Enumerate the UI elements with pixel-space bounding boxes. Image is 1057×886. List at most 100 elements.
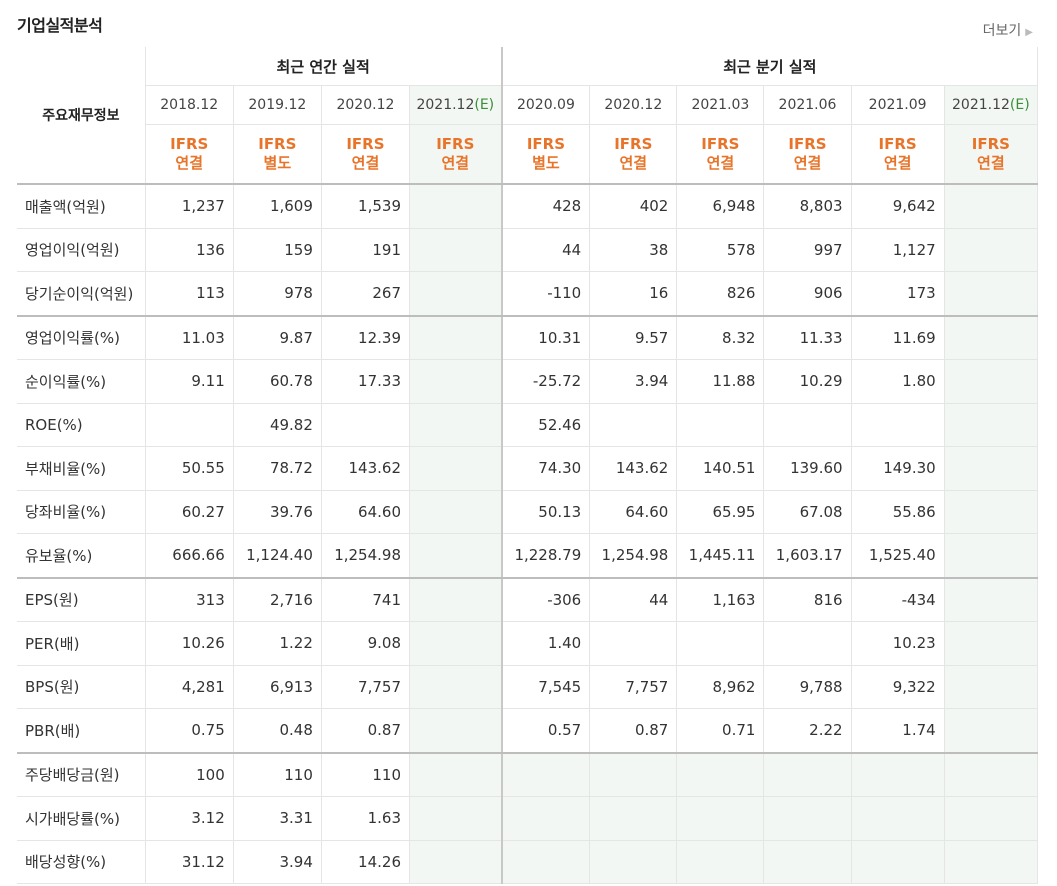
- annual-value-cell: 11.03: [145, 315, 234, 360]
- ifrs-standard: IFRS: [258, 135, 297, 153]
- annual-value-cell: 49.82: [233, 403, 322, 447]
- quarter-value-cell: 44: [589, 577, 678, 622]
- annual-value-cell: [409, 840, 503, 884]
- quarter-value-cell: [944, 577, 1039, 622]
- more-link[interactable]: 더보기 ▶: [983, 20, 1033, 40]
- annual-value-cell: 978: [233, 271, 322, 317]
- ifrs-scope: 별도: [263, 154, 292, 172]
- quarter-date-header: 2021.12(E): [944, 85, 1039, 125]
- quarter-value-cell: 0.71: [676, 708, 765, 754]
- quarter-value-cell: 52.46: [500, 403, 591, 447]
- annual-value-cell: 741: [321, 577, 411, 622]
- table-row: 배당성향(%) 31.12 3.94 14.26: [17, 840, 1039, 884]
- quarter-value-cell: [676, 840, 765, 884]
- quarter-value-cell: 1.40: [500, 621, 591, 666]
- ifrs-scope: 별도: [532, 154, 560, 172]
- quarter-value-cell: [944, 490, 1039, 534]
- annual-value-cell: 143.62: [321, 446, 411, 491]
- ifrs-standard: IFRS: [788, 135, 827, 153]
- annual-value-cell: 0.87: [321, 708, 411, 754]
- annual-value-cell: 191: [321, 228, 411, 272]
- row-label: EPS(원): [17, 577, 146, 622]
- date-label: 2020.12: [604, 97, 663, 113]
- annual-value-cell: 3.94: [233, 840, 322, 884]
- quarter-value-cell: [944, 228, 1039, 272]
- quarter-value-cell: [500, 752, 591, 797]
- date-label: 2020.12: [336, 97, 395, 113]
- quarter-value-cell: [944, 359, 1039, 404]
- section-title: 기업실적분석: [17, 16, 103, 35]
- annual-value-cell: [409, 577, 503, 622]
- quarter-value-cell: -25.72: [500, 359, 591, 404]
- table-row: ROE(%) 49.82 52.46: [17, 403, 1039, 447]
- annual-value-cell: 1,254.98: [321, 533, 411, 579]
- annual-value-cell: 78.72: [233, 446, 322, 491]
- quarter-value-cell: 149.30: [851, 446, 945, 491]
- quarter-value-cell: 140.51: [676, 446, 765, 491]
- ifrs-standard: IFRS: [346, 135, 385, 153]
- ifrs-scope: 연결: [175, 154, 204, 172]
- quarter-value-cell: [944, 840, 1039, 884]
- annual-date-header: 2018.12: [145, 85, 234, 125]
- quarter-value-cell: [851, 403, 945, 447]
- quarter-ifrs-header: IFRS 연결: [944, 124, 1039, 185]
- quarter-value-cell: [944, 446, 1039, 491]
- estimate-mark: (E): [1009, 97, 1030, 113]
- quarter-value-cell: 1,127: [851, 228, 945, 272]
- quarter-value-cell: [763, 621, 852, 666]
- quarter-value-cell: 11.69: [851, 315, 945, 360]
- row-label: 매출액(억원): [17, 184, 146, 229]
- annual-value-cell: 2,716: [233, 577, 322, 622]
- quarter-value-cell: 65.95: [676, 490, 765, 534]
- date-header-row: 2018.12 2019.12 2020.12 2021.12(E) 2020.09 20…: [17, 85, 1039, 125]
- annual-value-cell: 1,609: [233, 184, 322, 229]
- annual-value-cell: [321, 403, 411, 447]
- ifrs-standard: IFRS: [436, 135, 475, 153]
- annual-value-cell: 12.39: [321, 315, 411, 360]
- date-label: 2021.06: [778, 97, 837, 113]
- table-row: 영업이익률(%) 11.03 9.87 12.39 10.31 9.57 8.32 11.33…: [17, 315, 1039, 360]
- table-row: 순이익률(%) 9.11 60.78 17.33 -25.72 3.94 11.88 10.2…: [17, 359, 1039, 404]
- row-label: 시가배당률(%): [17, 796, 146, 841]
- table-row: 영업이익(억원) 136 159 191 44 38 578 997 1,127: [17, 228, 1039, 272]
- annual-value-cell: 1.22: [233, 621, 322, 666]
- quarter-value-cell: [944, 621, 1039, 666]
- quarter-value-cell: [944, 708, 1039, 754]
- quarter-value-cell: [676, 621, 765, 666]
- annual-value-cell: 1.63: [321, 796, 411, 841]
- quarter-value-cell: 3.94: [589, 359, 678, 404]
- annual-value-cell: [409, 752, 503, 797]
- quarter-value-cell: [589, 796, 678, 841]
- annual-value-cell: 3.12: [145, 796, 234, 841]
- table-row: 부채비율(%) 50.55 78.72 143.62 74.30 143.62 140.51…: [17, 446, 1039, 491]
- annual-value-cell: [409, 359, 503, 404]
- annual-value-cell: [409, 271, 503, 317]
- quarter-date-header: 2020.12: [589, 85, 678, 125]
- annual-group-header: 최근 연간 실적: [145, 47, 503, 86]
- annual-value-cell: [409, 315, 503, 360]
- quarter-ifrs-header: IFRS 연결: [676, 124, 765, 185]
- annual-value-cell: [409, 446, 503, 491]
- quarter-value-cell: 74.30: [500, 446, 591, 491]
- quarter-value-cell: 8,803: [763, 184, 852, 229]
- annual-value-cell: 110: [233, 752, 322, 797]
- quarter-value-cell: 1,163: [676, 577, 765, 622]
- ifrs-scope: 연결: [706, 154, 735, 172]
- row-label: 순이익률(%): [17, 359, 146, 404]
- annual-ifrs-header: IFRS 별도: [233, 124, 322, 185]
- quarter-value-cell: 38: [589, 228, 678, 272]
- row-label: 주당배당금(원): [17, 752, 146, 797]
- quarter-value-cell: 2.22: [763, 708, 852, 754]
- annual-value-cell: 9.08: [321, 621, 411, 666]
- annual-value-cell: 14.26: [321, 840, 411, 884]
- quarter-value-cell: [944, 184, 1039, 229]
- annual-ifrs-header: IFRS 연결: [409, 124, 503, 185]
- annual-value-cell: [409, 490, 503, 534]
- quarter-value-cell: [500, 796, 591, 841]
- annual-value-cell: 136: [145, 228, 234, 272]
- ifrs-scope: 연결: [793, 154, 822, 172]
- annual-value-cell: 0.75: [145, 708, 234, 754]
- quarter-value-cell: 16: [589, 271, 678, 317]
- annual-date-header: 2019.12: [233, 85, 322, 125]
- annual-ifrs-header: IFRS 연결: [145, 124, 234, 185]
